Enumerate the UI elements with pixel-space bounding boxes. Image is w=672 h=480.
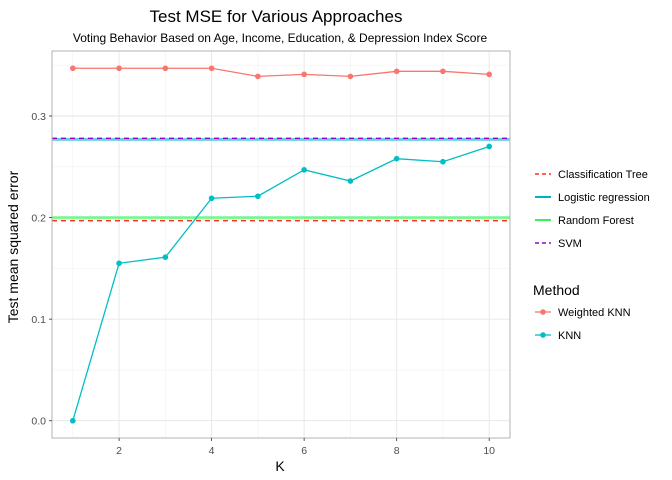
x-tick-label: 8 — [394, 445, 400, 457]
y-tick-label: 0.0 — [31, 416, 46, 428]
data-point-weighted-knn — [255, 73, 261, 80]
y-tick-label: 0.1 — [31, 314, 46, 326]
x-tick-label: 6 — [301, 445, 307, 457]
legend-title: Method — [533, 282, 580, 298]
data-point-weighted-knn — [486, 71, 492, 78]
data-point-knn — [393, 155, 400, 162]
legend-label: KNN — [558, 330, 581, 342]
data-point-knn — [486, 143, 492, 150]
data-point-knn — [116, 260, 122, 267]
series-line-knn — [72, 145, 490, 421]
chart-title: Test MSE for Various Approaches — [150, 7, 403, 26]
legend-key-point — [540, 332, 546, 338]
data-point-weighted-knn — [347, 73, 354, 80]
data-point-knn — [301, 167, 307, 173]
data-point-weighted-knn — [70, 65, 76, 72]
x-tick-label: 4 — [209, 445, 215, 457]
legend-label: Classification Tree — [558, 169, 648, 181]
data-point-weighted-knn — [116, 65, 122, 72]
data-point-weighted-knn — [208, 65, 215, 72]
y-tick-label: 0.2 — [31, 213, 46, 225]
x-tick-label: 2 — [116, 445, 122, 457]
y-tick-label: 0.3 — [31, 111, 46, 123]
data-point-knn — [255, 193, 261, 200]
data-point-knn — [440, 158, 446, 165]
data-point-weighted-knn — [393, 68, 400, 75]
data-point-knn — [70, 417, 76, 424]
data-point-knn — [208, 195, 215, 202]
data-point-weighted-knn — [162, 65, 169, 72]
plot-panel: 2 4 6 8 10 0.0 0.1 0.2 0.3 — [31, 50, 511, 457]
legend-label: Logistic regression — [558, 192, 650, 204]
data-point-weighted-knn — [440, 68, 446, 75]
series-line-weighted-knn — [72, 67, 490, 78]
legend-key-point — [540, 309, 546, 315]
chart-subtitle: Voting Behavior Based on Age, Income, Ed… — [73, 31, 488, 45]
plot-border — [51, 50, 511, 439]
x-axis-title: K — [275, 458, 285, 474]
x-tick-label: 10 — [483, 445, 495, 457]
data-point-knn — [347, 178, 354, 184]
y-axis-title: Test mean squared error — [5, 170, 21, 323]
legend-label: Random Forest — [558, 215, 634, 227]
legend-label: Weighted KNN — [558, 307, 631, 319]
data-point-weighted-knn — [301, 71, 307, 78]
data-point-knn — [162, 254, 169, 260]
legend: Classification Tree Logistic regression Ra… — [533, 169, 650, 342]
legend-label: SVM — [558, 238, 582, 250]
